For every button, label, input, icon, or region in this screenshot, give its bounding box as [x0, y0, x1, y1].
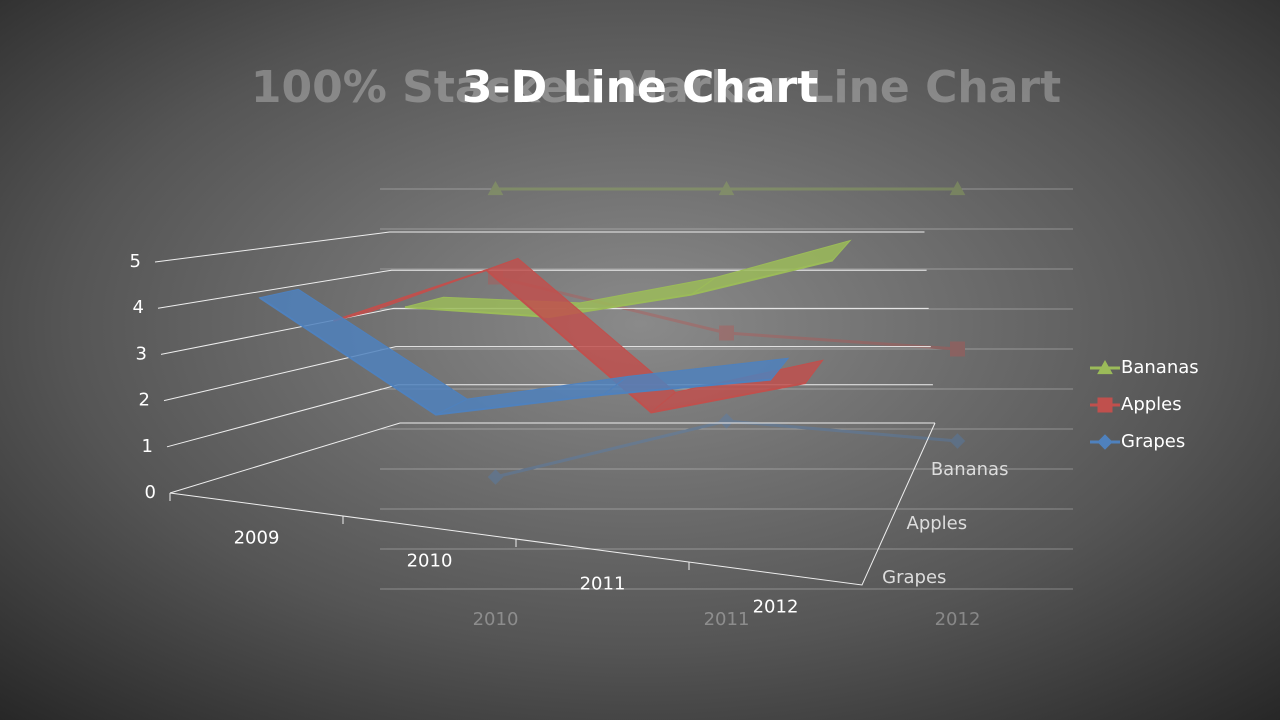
legend-marker [1097, 397, 1113, 413]
x-tick-label: 2009 [234, 528, 280, 549]
x-tick-label: 2012 [753, 597, 799, 618]
chart-3d: 0 1 2 3 4 5 2009 2010 2011 2012 Bananas Apples Grape… [130, 62, 1009, 618]
marker [487, 180, 504, 196]
grid-line [154, 231, 925, 263]
y-tick-label: 1 [142, 436, 153, 457]
y-tick-label: 3 [136, 343, 147, 364]
floor-edge [169, 422, 936, 586]
depth-label: Grapes [882, 567, 946, 588]
marker [949, 433, 966, 449]
legend: Bananas Apples Grapes [1090, 357, 1199, 452]
y-tick-label: 5 [130, 251, 141, 272]
depth-label: Apples [907, 513, 968, 534]
grid-line [169, 422, 935, 494]
marker [949, 180, 966, 196]
y-tick-label: 0 [145, 482, 156, 503]
x-tick-label: 2010 [407, 551, 453, 572]
legend-label: Grapes [1121, 431, 1185, 452]
grid-line [163, 346, 931, 402]
line [333, 268, 806, 414]
line [404, 259, 833, 319]
marker [718, 413, 735, 429]
legend-marker [1097, 359, 1113, 375]
chart-title: 3-D Line Chart [462, 62, 818, 113]
legend-label: Bananas [1121, 357, 1199, 378]
y-tick-label: 4 [133, 297, 144, 318]
grid-line [160, 307, 929, 355]
x-tick-label: 2010 [473, 609, 519, 630]
x-tick-label: 2012 [935, 609, 981, 630]
marker [719, 325, 734, 341]
line [495, 419, 958, 479]
x-tick-label: 2011 [704, 609, 750, 630]
fading-chart: 100% Stacked Marker Line Chart 2010 2011 2… [251, 62, 1073, 630]
marker [718, 180, 735, 196]
line [495, 275, 958, 351]
line [259, 296, 771, 416]
depth-label: Bananas [931, 459, 1009, 480]
legend-label: Apples [1121, 394, 1182, 415]
x-tick-label: 2011 [580, 574, 626, 595]
marker [487, 469, 504, 485]
legend-marker [1097, 434, 1113, 450]
y-tick-label: 2 [139, 390, 150, 411]
marker [950, 341, 965, 357]
chart-title: 100% Stacked Marker Line Chart [251, 62, 1061, 113]
